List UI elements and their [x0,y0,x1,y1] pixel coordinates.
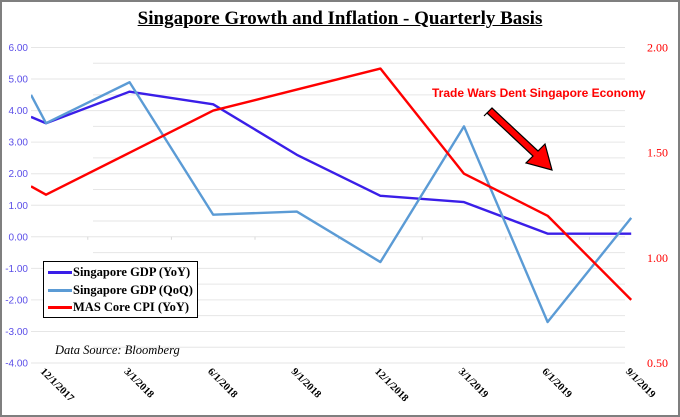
legend-item-core-cpi: MAS Core CPI (YoY) [48,299,197,317]
legend-swatch-core-cpi [48,306,72,310]
x-tick-marks [87,236,590,240]
legend-swatch-gdp-qoq [48,288,72,292]
right-axis-ticks: 2.00 1.50 1.00 0.50 [647,41,668,371]
annotation-group: Trade Wars Dent Singapore Economy [432,86,646,171]
left-axis-tick-label: 0.00 [9,232,29,243]
left-axis-tick-label: 2.00 [9,169,29,180]
x-axis-tick-label: 12/1/2018 [372,366,410,404]
chart-legend: Singapore GDP (YoY) Singapore GDP (QoQ) … [43,261,198,318]
legend-swatch-gdp-yoy [48,271,72,275]
right-axis-tick-label: 0.50 [647,356,668,370]
left-axis-tick-label: 3.00 [9,138,29,149]
x-axis-tick-label: 9/1/2018 [289,366,323,400]
left-axis-tick-label: -1.00 [5,264,28,275]
x-axis-tick-label: 6/1/2019 [539,366,573,400]
left-axis-tick-label: -4.00 [5,359,28,370]
x-axis-tick-labels: 12/1/2017 3/1/2018 6/1/2018 9/1/2018 12/1/20… [38,366,657,404]
left-axis-tick-label: -2.00 [5,295,28,306]
right-axis-tick-label: 2.00 [647,41,668,55]
annotation-text: Trade Wars Dent Singapore Economy [432,86,646,100]
left-axis-ticks: 6.00 5.00 4.00 3.00 2.00 1.00 0.00 -1.00 -2.00 -3… [5,43,28,370]
x-axis-tick-label: 3/1/2019 [456,366,490,400]
left-axis-tick-label: 6.00 [9,43,29,54]
annotation-arrow-icon [483,107,553,171]
left-axis-tick-label: -3.00 [5,327,28,338]
x-axis-tick-label: 12/1/2017 [38,366,76,404]
left-axis-tick-label: 5.00 [9,75,29,86]
gridlines [31,47,625,364]
series-lines [31,67,633,324]
chart-title: Singapore Growth and Inflation - Quarter… [137,8,543,29]
x-axis-tick-label: 9/1/2019 [623,366,657,400]
data-source-note: Data Source: Bloomberg [55,343,180,357]
left-axis-tick-label: 1.00 [9,201,29,212]
legend-label: Singapore GDP (YoY) [73,265,191,280]
legend-label: Singapore GDP (QoQ) [73,282,193,297]
x-axis-tick-label: 6/1/2018 [205,366,239,400]
right-axis-tick-label: 1.00 [647,251,668,265]
x-axis-tick-label: 3/1/2018 [121,366,155,400]
legend-item-gdp-qoq: Singapore GDP (QoQ) [48,282,197,300]
legend-label: MAS Core CPI (YoY) [73,300,190,315]
legend-item-gdp-yoy: Singapore GDP (YoY) [48,264,197,282]
left-axis-tick-label: 4.00 [9,106,29,117]
right-axis-tick-label: 1.50 [647,146,668,160]
